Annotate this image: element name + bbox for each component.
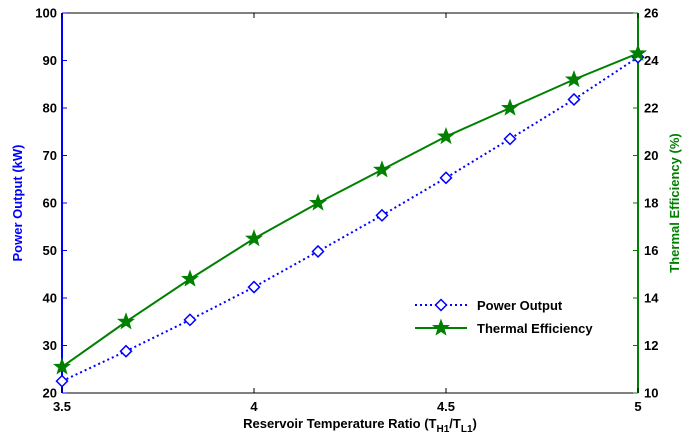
plot-area: [62, 13, 638, 393]
x-tick-label: 3.5: [53, 399, 71, 414]
y-right-tick-label: 26: [644, 6, 658, 21]
legend-label: Power Output: [477, 298, 563, 313]
legend-label: Thermal Efficiency: [477, 321, 593, 336]
y-right-tick-label: 20: [644, 148, 658, 163]
x-axis-label-part: H1: [437, 424, 450, 435]
legend-marker-star: [431, 318, 451, 336]
power-output-point: [375, 208, 389, 222]
legend-marker-diamond: [434, 298, 448, 312]
power-output-point: [247, 280, 261, 294]
y-right-tick-label: 16: [644, 243, 658, 258]
power-output-point: [183, 313, 197, 327]
y-right-tick-label: 12: [644, 338, 658, 353]
power-output-point: [503, 132, 517, 146]
thermal-efficiency-point: [244, 229, 264, 247]
series-line-thermal-efficiency: [61, 52, 639, 368]
y-left-tick-label: 70: [43, 148, 57, 163]
thermal-efficiency-point: [117, 312, 136, 330]
x-axis-label-part: Reservoir Temperature Ratio (T: [243, 416, 436, 431]
thermal-efficiency-point: [52, 357, 72, 375]
y-left-tick-label: 30: [43, 338, 57, 353]
x-axis-label-part: /T: [449, 416, 461, 431]
y-right-tick-label: 22: [644, 101, 658, 116]
power-output-point: [439, 171, 453, 185]
y-right-tick-label: 18: [644, 196, 658, 211]
power-output-point: [567, 92, 581, 107]
power-output-point: [311, 244, 325, 259]
y-axis-right-label: Thermal Efficiency (%): [667, 133, 682, 272]
x-tick-label: 4: [250, 399, 258, 414]
y-left-tick-label: 80: [43, 101, 57, 116]
power-output-point: [119, 344, 133, 358]
series-line-power-output: [61, 56, 639, 383]
y-right-tick-label: 24: [644, 53, 659, 68]
thermal-efficiency-point: [372, 160, 391, 178]
thermal-efficiency-point: [564, 70, 583, 88]
thermal-efficiency-point: [436, 127, 456, 145]
y-left-tick-label: 50: [43, 243, 57, 258]
y-left-tick-label: 60: [43, 196, 57, 211]
x-axis-label-part: L1: [461, 424, 473, 435]
x-axis-label: Reservoir Temperature Ratio (TH1/TL1): [243, 416, 477, 435]
thermal-efficiency-point: [180, 269, 199, 287]
thermal-efficiency-point: [501, 98, 520, 116]
y-left-tick-label: 90: [43, 53, 57, 68]
power-output-point: [55, 374, 69, 388]
x-axis-label-part: ): [473, 416, 477, 431]
x-tick-label: 4.5: [437, 399, 455, 414]
y-right-tick-label: 10: [644, 386, 658, 401]
y-left-tick-label: 20: [43, 386, 57, 401]
thermal-efficiency-point: [628, 43, 648, 62]
thermal-efficiency-point: [309, 193, 328, 211]
y-right-tick-label: 14: [644, 291, 659, 306]
y-axis-left-label: Power Output (kW): [10, 145, 25, 262]
x-tick-label: 5: [634, 399, 641, 414]
y-left-tick-label: 100: [35, 6, 57, 21]
y-left-tick-label: 40: [43, 291, 57, 306]
